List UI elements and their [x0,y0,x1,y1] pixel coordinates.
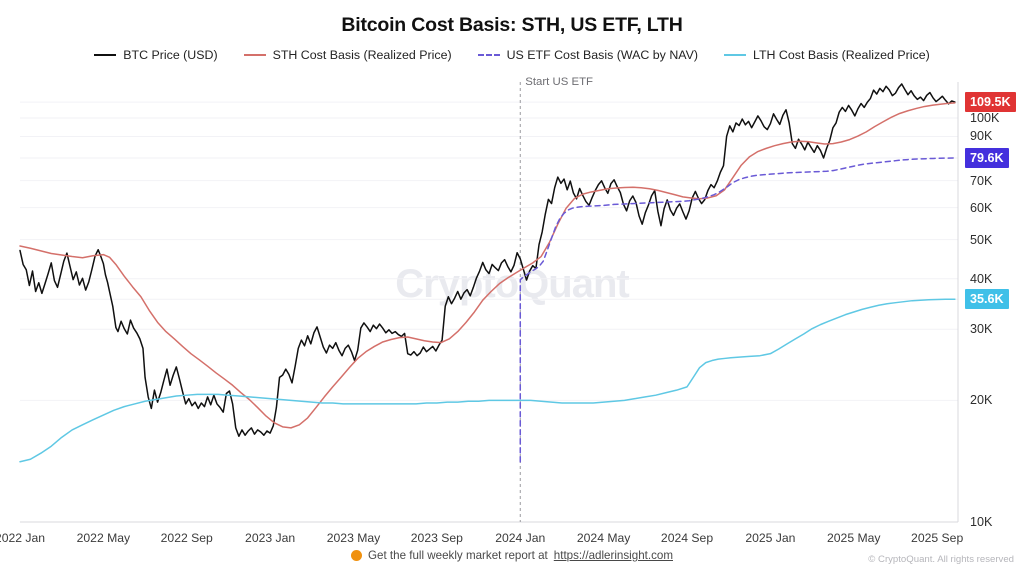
legend-label-sth: STH Cost Basis (Realized Price) [272,48,452,62]
x-axis-tick: 2022 Jan [0,531,46,545]
y-axis-badge-109-5K: 109.5K [965,92,1016,113]
y-axis-tick-50K: 50K [970,232,993,247]
series-line-etf [519,157,956,463]
orange-dot-icon [351,550,362,561]
legend-item-sth[interactable]: STH Cost Basis (Realized Price) [243,48,452,62]
x-axis-tick: 2025 May [827,531,881,545]
x-axis-tick: 2025 Sep [911,531,964,545]
y-axis-badge-35-6K: 35.6K [965,289,1009,310]
series-line-sth [19,102,956,429]
y-axis-tick-10K: 10K [970,515,993,529]
legend-label-lth: LTH Cost Basis (Realized Price) [753,48,930,62]
y-axis-tick-90K: 90K [970,129,993,144]
y-axis-tick-30K: 30K [970,322,993,337]
x-axis-tick: 2024 Jan [495,531,546,545]
adlerinsight-link[interactable]: https://adlerinsight.com [553,549,673,562]
x-axis-tick: 2023 Jan [245,531,296,545]
legend-swatch-btc [94,54,117,56]
y-axis-badge-79-6K: 79.6K [965,148,1009,169]
x-axis-tick: 2023 May [326,531,381,545]
chart-legend: BTC Price (USD) STH Cost Basis (Realized … [0,48,1024,62]
y-axis-tick-40K: 40K [970,271,993,286]
legend-swatch-etf [477,54,500,56]
footer-cta: Get the full weekly market report at htt… [0,549,1024,562]
x-axis-tick: 2024 Sep [660,531,714,545]
x-axis-tick: 2022 May [76,531,131,545]
y-axis-tick-100K: 100K [970,110,1000,125]
legend-swatch-sth [243,54,266,56]
y-axis-tick-60K: 60K [970,200,993,215]
legend-item-lth[interactable]: LTH Cost Basis (Realized Price) [724,48,930,62]
legend-swatch-lth [724,54,746,56]
x-axis-tick: 2022 Sep [160,531,213,545]
y-axis-tick-70K: 70K [970,173,993,188]
legend-item-btc[interactable]: BTC Price (USD) [94,48,218,62]
legend-label-etf: US ETF Cost Basis (WAC by NAV) [506,48,698,62]
annotation-label-start-us-etf: Start US ETF [525,76,593,88]
x-axis-tick: 2023 Sep [410,531,463,545]
legend-label-btc: BTC Price (USD) [123,48,218,62]
series-line-lth [19,298,956,463]
page-title: Bitcoin Cost Basis: STH, US ETF, LTH [341,14,683,36]
copyright-text: © CryptoQuant. All rights reserved [868,554,1014,565]
footer-cta-text: Get the full weekly market report at [368,549,548,562]
y-axis-tick-20K: 20K [970,393,993,408]
legend-item-etf[interactable]: US ETF Cost Basis (WAC by NAV) [477,48,698,62]
x-axis-tick: 2025 Jan [745,531,796,545]
x-axis-tick: 2024 May [576,531,631,545]
